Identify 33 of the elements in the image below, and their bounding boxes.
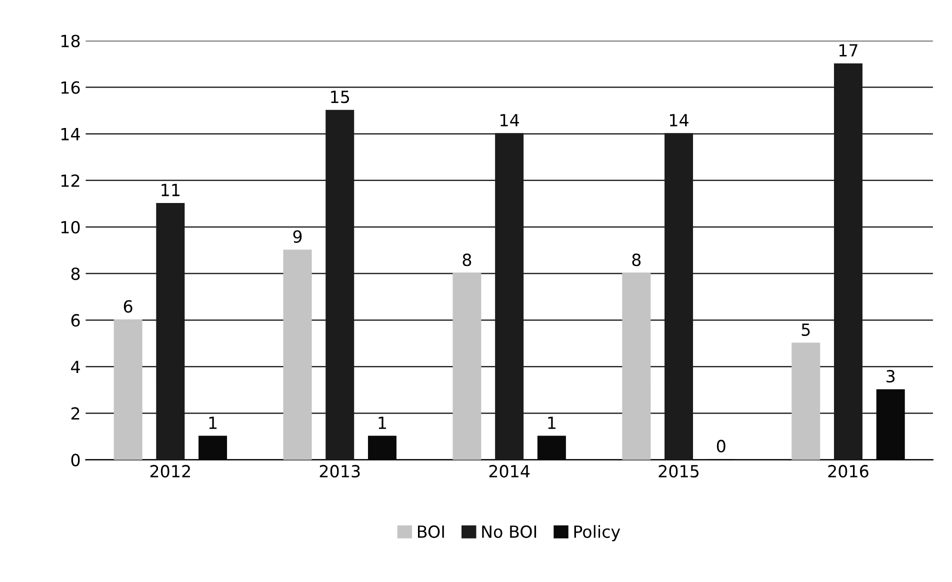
legend-label: Policy <box>574 525 620 542</box>
y-tick-label: 10 <box>61 220 80 234</box>
data-label: 14 <box>670 114 688 126</box>
data-label: 8 <box>632 254 641 266</box>
y-tick-label: 2 <box>71 407 80 420</box>
y-tick-label: 4 <box>71 360 80 373</box>
y-tick-label: 18 <box>61 34 80 48</box>
data-label: 1 <box>209 416 217 429</box>
legend-label: No BOI <box>482 525 536 538</box>
data-label: 8 <box>462 254 472 266</box>
x-tick-label: 2014 <box>489 464 530 478</box>
data-label: 6 <box>124 300 132 313</box>
data-label: 0 <box>716 440 726 452</box>
x-tick-label: 2015 <box>658 464 699 478</box>
data-label: 3 <box>886 370 895 383</box>
data-label: 1 <box>378 416 386 429</box>
data-label: 14 <box>500 114 519 126</box>
data-label: 1 <box>548 416 556 429</box>
y-tick-label: 6 <box>71 314 80 327</box>
x-tick-label: 2013 <box>320 464 360 478</box>
data-label: 9 <box>293 230 302 243</box>
data-label: 11 <box>162 184 180 196</box>
y-tick-label: 8 <box>71 268 80 280</box>
x-tick-label: 2012 <box>150 464 190 478</box>
legend-label: BOI <box>418 525 444 538</box>
x-tick-label: 2016 <box>828 464 868 478</box>
y-tick-label: 16 <box>61 81 80 94</box>
data-label: 17 <box>839 44 858 56</box>
y-tick-label: 12 <box>61 174 80 187</box>
data-label: 5 <box>802 324 810 336</box>
data-label: 15 <box>331 90 350 104</box>
y-tick-label: 14 <box>61 128 80 140</box>
y-tick-label: 0 <box>71 454 80 466</box>
